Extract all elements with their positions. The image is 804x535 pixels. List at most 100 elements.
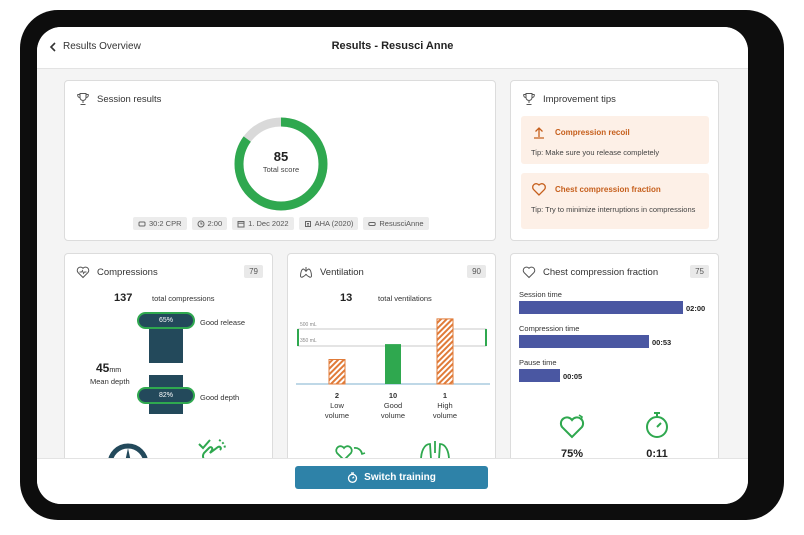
- ccf-fraction-value: 75%: [560, 448, 584, 460]
- pause-time-label: Pause time: [519, 358, 557, 367]
- hand-check-icon: [198, 439, 226, 463]
- switch-training-label: Switch training: [364, 472, 436, 483]
- lungs-icon: [299, 267, 313, 278]
- session-tag: AHA (2020): [298, 217, 359, 230]
- compression-gap: [149, 363, 183, 375]
- manikin-icon: [368, 221, 377, 226]
- tip-compression-recoil[interactable]: Compression recoil Tip: Make sure you re…: [521, 116, 709, 164]
- score-label: Total score: [262, 165, 300, 174]
- tag-text: 2:00: [207, 219, 223, 228]
- guideline-icon: [304, 220, 311, 227]
- back-label: Results Overview: [63, 41, 141, 52]
- good-volume-bar: [385, 344, 401, 384]
- band-bottom-label: 350 mL: [300, 338, 317, 344]
- ventilation-card: Ventilation 90 13 total ventilations 500…: [287, 253, 496, 473]
- compression-time-bar: [519, 335, 649, 348]
- session-results-title: Session results: [97, 93, 162, 105]
- depth-unit: mm: [109, 367, 122, 374]
- improvement-tips-header: Improvement tips: [522, 92, 616, 106]
- compressions-title: Compressions: [97, 266, 158, 278]
- heart-icon: [532, 183, 546, 196]
- compressions-count-label: total compressions: [152, 294, 215, 303]
- heart-cycle-icon: [335, 445, 366, 462]
- depth-percent-label: Good depth: [200, 393, 240, 402]
- depth-number: 45: [96, 361, 110, 375]
- band-right-marker: [485, 329, 487, 346]
- release-percent: 65%: [158, 317, 173, 324]
- recoil-arrow-icon: [534, 127, 544, 139]
- tag-text: 30:2 CPR: [149, 219, 182, 228]
- bar-label: Good: [383, 400, 403, 410]
- pause-time-value: 00:05: [563, 372, 583, 381]
- tip-body: Tip: Make sure you release completely: [531, 148, 660, 157]
- back-link[interactable]: Results Overview: [49, 41, 141, 52]
- ccf-card: Chest compression fraction 75 Session ti…: [510, 253, 719, 473]
- session-results-header: Session results: [76, 92, 161, 106]
- vent-bar-label-high: 1 High volume: [425, 391, 465, 420]
- ventilation-count: 13: [340, 292, 353, 304]
- bar-label: volume: [380, 410, 406, 420]
- hands-off-time-value: 0:11: [646, 448, 668, 460]
- chevron-left-icon: [49, 41, 56, 52]
- trophy-icon: [77, 93, 89, 105]
- trophy-icon: [523, 93, 535, 105]
- tag-text: ResusciAnne: [379, 219, 424, 228]
- good-volume-band: [297, 328, 487, 347]
- tip-title: Compression recoil: [555, 128, 630, 137]
- score-value: 85: [273, 149, 289, 164]
- session-time-value: 02:00: [686, 304, 706, 313]
- heart-icon: [522, 266, 536, 279]
- ccf-title: Chest compression fraction: [543, 266, 659, 278]
- depth-percent: 82%: [158, 392, 173, 399]
- band-top-label: 500 mL: [300, 322, 317, 328]
- tag-text: AHA (2020): [314, 219, 354, 228]
- session-time-bar: [519, 301, 683, 314]
- release-pill: 65%: [137, 312, 195, 329]
- low-volume-bar: [328, 359, 346, 385]
- session-tags: 30:2 CPR 2:00 1. Dec 2022 AHA (2020) Res…: [133, 217, 429, 230]
- tip-chest-compression-fraction[interactable]: Chest compression fraction Tip: Try to m…: [521, 173, 709, 229]
- tip-title: Chest compression fraction: [555, 185, 661, 194]
- high-volume-bar: [436, 318, 454, 385]
- vent-bar-label-low: 2 Low volume: [317, 391, 357, 420]
- session-tag: 30:2 CPR: [133, 217, 187, 230]
- bar-count: 10: [388, 391, 398, 400]
- page-title: Results - Resusci Anne: [331, 40, 454, 52]
- ventilation-count-label: total ventilations: [378, 294, 432, 303]
- stopwatch-icon: [646, 412, 668, 438]
- tip-body: Tip: Try to minimize interruptions in co…: [531, 205, 696, 214]
- ccf-score-badge: 75: [690, 265, 709, 278]
- switch-training-button[interactable]: Switch training: [295, 466, 488, 489]
- improvement-tips-card: Improvement tips Compression recoil Tip:…: [510, 80, 719, 241]
- depth-pill: 82%: [137, 387, 195, 404]
- bar-label: volume: [432, 410, 458, 420]
- ventilation-score-badge: 90: [467, 265, 486, 278]
- cpr-icon: [138, 221, 146, 226]
- ccf-header: Chest compression fraction: [522, 265, 658, 279]
- session-tag: 2:00: [191, 217, 228, 230]
- mean-depth-value: 45mm: [96, 361, 121, 375]
- compressions-count: 137: [114, 292, 133, 304]
- session-time-label: Session time: [519, 290, 562, 299]
- compressions-card: Compressions 79 137 total compressions 6…: [64, 253, 273, 473]
- bar-count: 2: [334, 391, 340, 400]
- score-donut: [234, 117, 328, 211]
- tag-text: 1. Dec 2022: [248, 219, 289, 228]
- compressions-header: Compressions: [76, 265, 158, 279]
- session-tag: 1. Dec 2022: [232, 217, 294, 230]
- improvement-tips-title: Improvement tips: [543, 93, 616, 105]
- top-bar: Results Overview Results - Resusci Anne: [37, 27, 748, 69]
- bar-count: 1: [442, 391, 448, 400]
- ventilation-title: Ventilation: [320, 266, 364, 278]
- session-tag: ResusciAnne: [363, 217, 429, 230]
- pause-time-bar: [519, 369, 560, 382]
- score-arc: [234, 117, 328, 211]
- vent-bar-label-good: 10 Good volume: [373, 391, 413, 420]
- calendar-icon: [237, 220, 245, 227]
- stopwatch-icon: [348, 472, 358, 483]
- heart-pulse-icon: [76, 266, 90, 279]
- heart-refresh-icon: [559, 414, 585, 439]
- clock-icon: [197, 220, 205, 227]
- bar-label: Low: [330, 400, 344, 410]
- compression-time-label: Compression time: [519, 324, 580, 333]
